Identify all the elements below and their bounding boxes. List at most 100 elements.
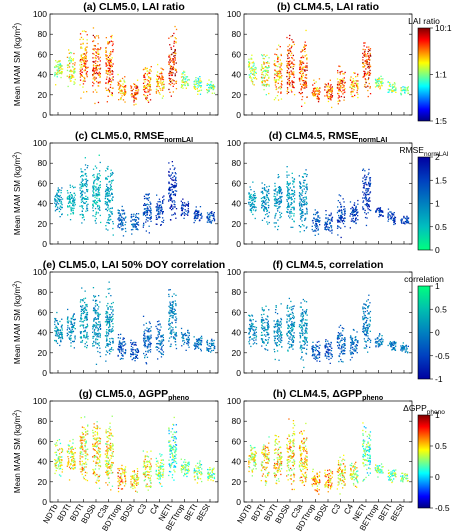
scatter-point — [96, 324, 98, 326]
scatter-point — [79, 59, 82, 61]
scatter-point — [96, 304, 99, 306]
scatter-point — [112, 43, 114, 45]
scatter-point — [106, 195, 108, 197]
scatter-point — [277, 56, 280, 59]
scatter-point — [110, 80, 112, 82]
scatter-point — [312, 94, 314, 96]
scatter-point — [187, 340, 189, 343]
scatter-point — [180, 327, 183, 330]
scatter-point — [292, 81, 295, 83]
scatter-point — [357, 219, 359, 221]
scatter-point — [172, 68, 174, 71]
scatter-point — [108, 214, 110, 216]
scatter-point — [98, 314, 100, 316]
scatter-point — [168, 320, 170, 323]
scatter-point — [83, 53, 86, 55]
scatter-point — [378, 213, 381, 215]
scatter-point — [162, 201, 164, 203]
scatter-point — [340, 219, 342, 221]
scatter-point — [107, 43, 109, 45]
scatter-point — [342, 84, 344, 86]
scatter-point — [82, 80, 84, 82]
scatter-point — [286, 176, 288, 178]
scatter-point — [119, 337, 121, 339]
scatter-point — [263, 209, 265, 211]
scatter-point — [212, 84, 214, 86]
scatter-point — [206, 221, 208, 223]
scatter-point — [57, 71, 59, 73]
scatter-point — [249, 208, 251, 211]
scatter-point — [122, 337, 124, 339]
scatter-point — [97, 101, 100, 104]
scatter-point — [287, 186, 289, 188]
scatter-point — [147, 328, 150, 330]
scatter-point — [171, 316, 173, 319]
scatter-point — [110, 218, 112, 221]
scatter-point — [72, 204, 74, 207]
scatter-group-bettrop — [375, 207, 384, 218]
scatter-point — [287, 62, 289, 64]
scatter-point — [94, 89, 97, 91]
scatter-point — [146, 193, 148, 196]
scatter-point — [304, 102, 306, 104]
scatter-point — [121, 90, 123, 92]
scatter-point — [96, 195, 98, 197]
scatter-point — [273, 222, 275, 224]
scatter-point — [264, 75, 266, 77]
scatter-point — [273, 63, 276, 65]
scatter-point — [198, 210, 200, 212]
scatter-point — [276, 208, 279, 210]
scatter-point — [79, 33, 82, 35]
scatter-point — [150, 334, 152, 336]
scatter-point — [286, 65, 289, 67]
scatter-point — [59, 69, 61, 71]
scatter-point — [84, 69, 86, 71]
scatter-point — [99, 181, 101, 183]
scatter-point — [293, 65, 295, 68]
scatter-point — [134, 360, 136, 362]
scatter-point — [95, 52, 98, 54]
scatter-point — [274, 190, 276, 192]
scatter-point — [72, 316, 74, 318]
scatter-point — [66, 197, 68, 199]
scatter-point — [96, 327, 98, 329]
scatter-point — [304, 85, 306, 87]
scatter-point — [366, 188, 369, 190]
scatter-point — [313, 94, 315, 96]
scatter-point — [93, 44, 95, 47]
scatter-point — [199, 80, 201, 82]
y-tick-label: 60 — [38, 307, 48, 317]
scatter-point — [159, 211, 161, 213]
scatter-point — [124, 101, 126, 103]
scatter-point — [331, 87, 334, 90]
scatter-point — [123, 341, 125, 343]
scatter-point — [362, 180, 364, 182]
scatter-point — [80, 43, 82, 45]
scatter-point — [340, 85, 342, 87]
scatter-point — [98, 184, 101, 187]
scatter-point — [168, 37, 170, 39]
scatter-point — [279, 46, 281, 48]
scatter-point — [69, 51, 71, 54]
scatter-point — [407, 217, 410, 219]
scatter-point — [92, 40, 94, 43]
scatter-point — [402, 86, 404, 88]
scatter-point — [156, 194, 158, 196]
scatter-point — [149, 328, 151, 330]
scatter-point — [159, 82, 161, 84]
scatter-point — [80, 299, 82, 301]
scatter-point — [344, 225, 346, 228]
scatter-point — [339, 217, 341, 220]
scatter-point — [96, 80, 98, 83]
scatter-point — [118, 92, 120, 94]
scatter-point — [248, 74, 250, 76]
scatter-point — [197, 214, 199, 217]
scatter-point — [79, 73, 81, 75]
scatter-point — [136, 86, 139, 88]
scatter-point — [186, 213, 188, 215]
scatter-point — [303, 179, 305, 182]
scatter-point — [172, 300, 174, 303]
scatter-point — [68, 49, 70, 51]
scatter-point — [160, 78, 162, 80]
scatter-point — [381, 210, 384, 212]
